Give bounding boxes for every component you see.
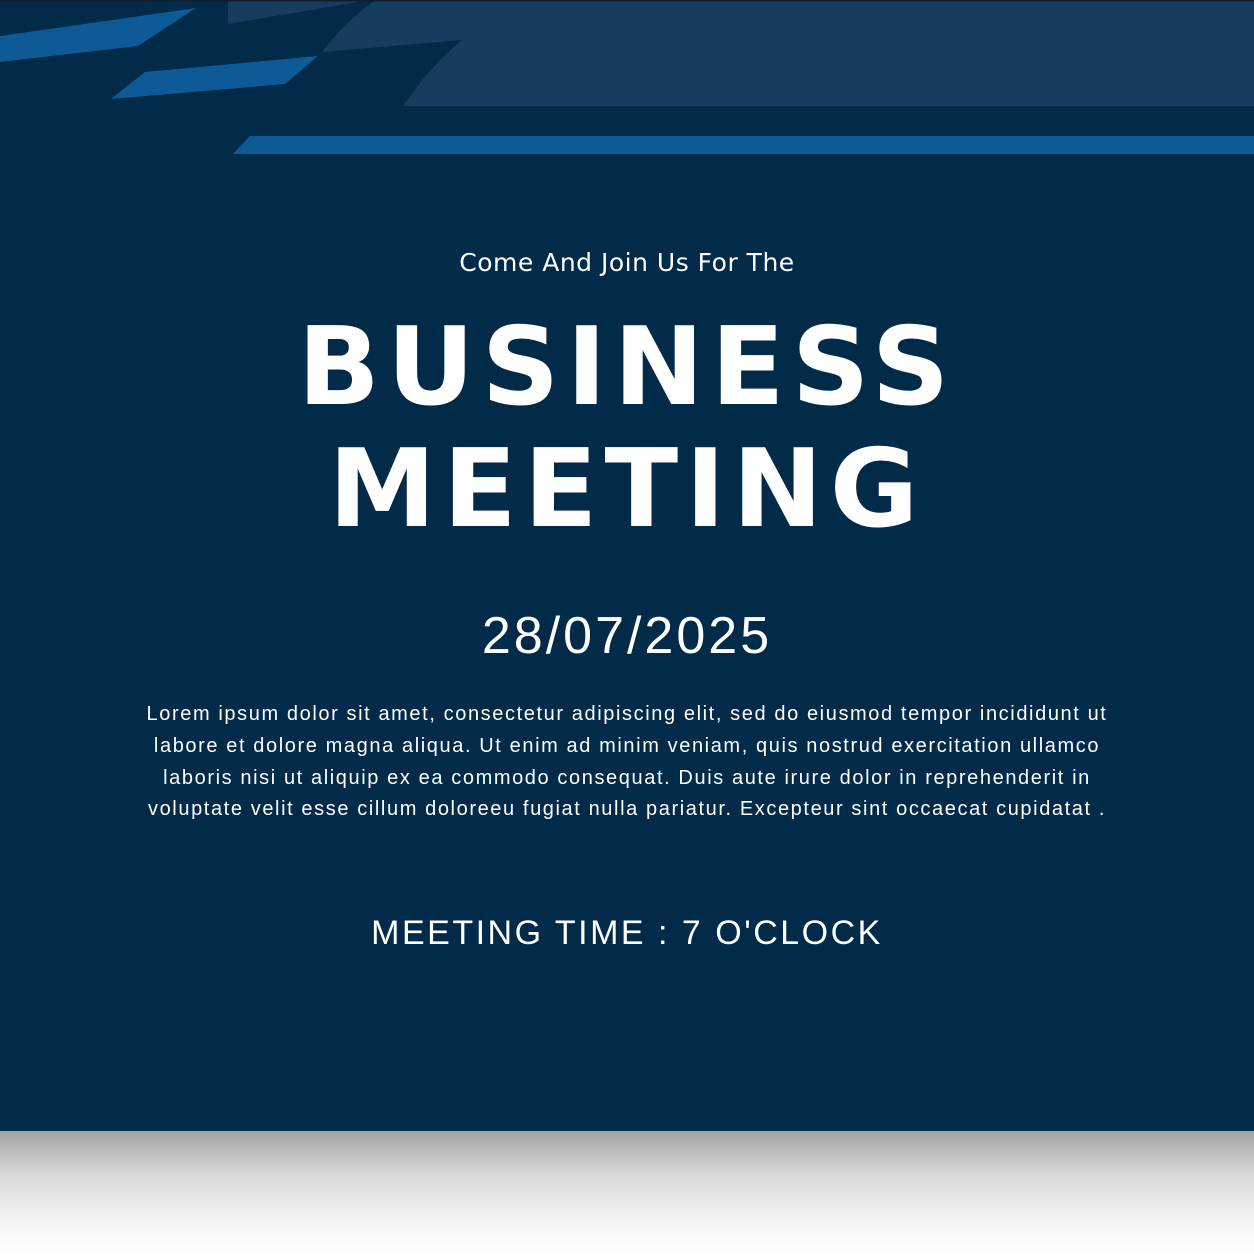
title-line-meeting: MEETING — [328, 427, 926, 552]
light-panel-shape — [322, 0, 1254, 106]
poster-drop-shadow — [0, 1131, 1254, 1254]
light-wedge-shape — [228, 0, 370, 24]
header-decoration — [0, 0, 1254, 154]
blue-horizontal-bar — [233, 136, 1254, 154]
blue-stripe-top-left — [0, 8, 196, 62]
blue-stripe-middle — [111, 56, 318, 99]
event-description: Lorem ipsum dolor sit amet, consectetur … — [146, 703, 1108, 821]
top-border-line — [0, 0, 1254, 2]
title-line-business: BUSINESS — [297, 305, 957, 430]
invitation-poster: Come And Join Us For The BUSINESS MEETIN… — [0, 0, 1254, 1131]
meeting-time: MEETING TIME : 7 O'CLOCK — [371, 914, 883, 952]
invite-subtitle: Come And Join Us For The — [459, 248, 795, 277]
event-date: 28/07/2025 — [481, 607, 773, 665]
